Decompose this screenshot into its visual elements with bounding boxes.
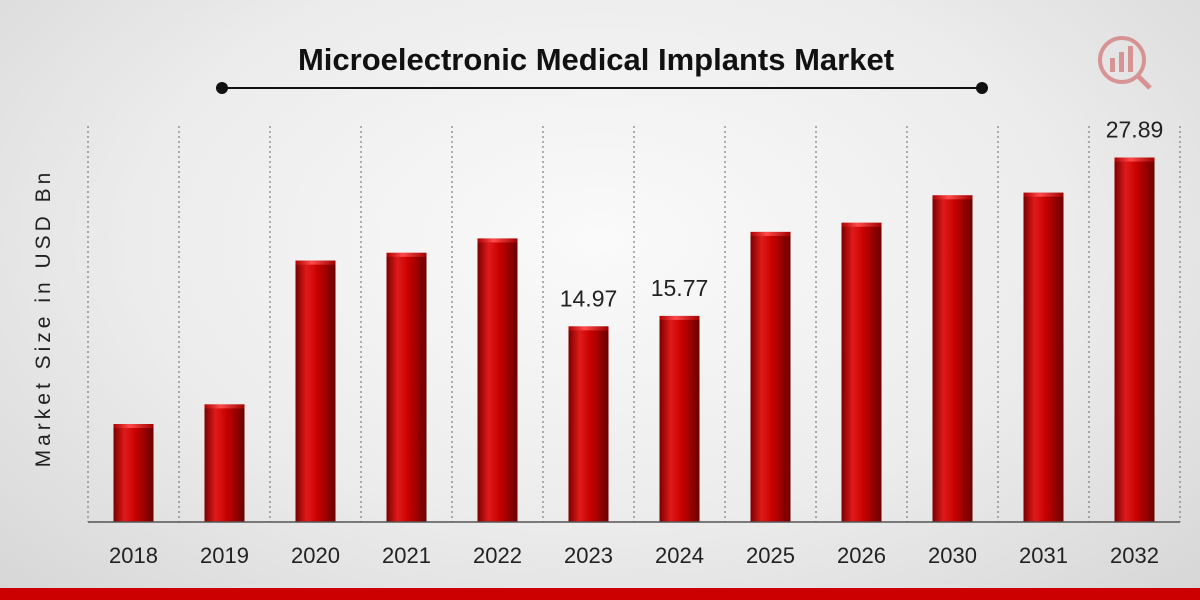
x-tick-label-2031: 2031 — [1019, 543, 1068, 568]
bar-cap-2020 — [295, 260, 336, 265]
bottom-accent-bar — [0, 588, 1200, 600]
data-label-2032: 27.89 — [1106, 117, 1164, 143]
grid-lines — [87, 126, 1181, 522]
bar-cap-2019 — [204, 404, 245, 409]
bar-cap-2031 — [1023, 192, 1064, 197]
x-tick-label-2030: 2030 — [928, 543, 977, 568]
x-tick-label-2018: 2018 — [109, 543, 158, 568]
bar-2020 — [295, 260, 336, 522]
bar-2019 — [204, 404, 245, 522]
bar-2021 — [386, 252, 427, 522]
bar-cap-2025 — [750, 231, 791, 236]
bar-cap-2023 — [568, 326, 609, 331]
title-underline-right-dot — [976, 82, 988, 94]
bar-2022 — [477, 238, 518, 522]
chart-title: Microelectronic Medical Implants Market — [298, 42, 894, 77]
data-labels: 14.97 15.77 27.89 — [560, 117, 1164, 312]
title-underline-left-dot — [216, 82, 228, 94]
bar-2031 — [1023, 192, 1064, 522]
bar-cap-2032 — [1114, 157, 1155, 162]
bar-2032 — [1114, 157, 1155, 522]
x-tick-label-2020: 2020 — [291, 543, 340, 568]
x-tick-label-2026: 2026 — [837, 543, 886, 568]
x-tick-label-2023: 2023 — [564, 543, 613, 568]
bars — [113, 157, 1155, 523]
x-tick-label-2019: 2019 — [200, 543, 249, 568]
bar-cap-2030 — [932, 195, 973, 200]
bar-cap-2022 — [477, 238, 518, 243]
bar-2023 — [568, 326, 609, 522]
bar-2026 — [841, 222, 882, 523]
bar-2025 — [750, 231, 791, 523]
bar-cap-2018 — [113, 424, 154, 428]
data-label-2023: 14.97 — [560, 285, 618, 311]
x-tick-label-2025: 2025 — [746, 543, 795, 568]
y-axis-label: Market Size in USD Bn — [32, 169, 55, 468]
bar-cap-2021 — [386, 252, 427, 257]
x-tick-label-2022: 2022 — [473, 543, 522, 568]
x-tick-label-2021: 2021 — [382, 543, 431, 568]
brand-logo-icon — [1098, 36, 1152, 90]
bar-2030 — [932, 195, 973, 523]
bar-cap-2024 — [659, 315, 700, 320]
bar-2018 — [113, 424, 154, 522]
bar-2024 — [659, 315, 700, 522]
x-tick-label-2024: 2024 — [655, 543, 704, 568]
data-label-2024: 15.77 — [651, 275, 709, 301]
bar-cap-2026 — [841, 222, 882, 227]
x-axis-ticks: 2018 2019 2020 2021 2022 2023 2024 2025 2026 2030… — [109, 543, 1159, 568]
x-tick-label-2032: 2032 — [1110, 543, 1159, 568]
